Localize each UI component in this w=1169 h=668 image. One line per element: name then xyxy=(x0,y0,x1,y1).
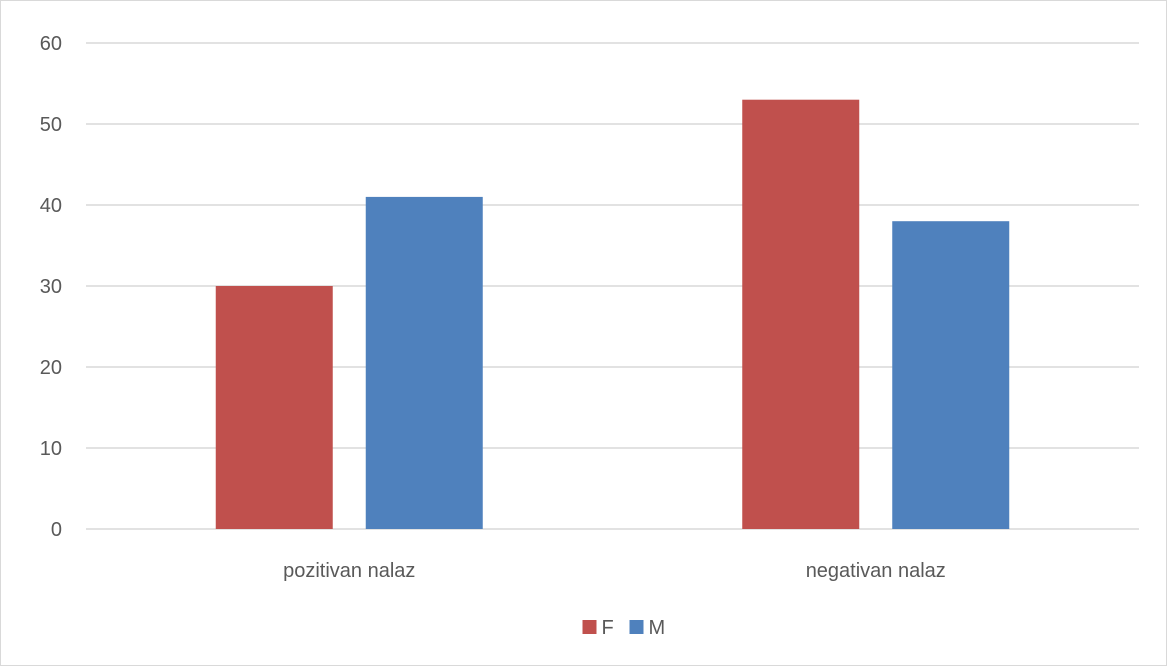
legend-swatch-m xyxy=(629,620,644,634)
bars xyxy=(215,99,1010,529)
bar-f-0 xyxy=(215,286,333,529)
y-axis-ticks: 0 10 20 30 40 50 60 xyxy=(40,33,62,541)
y-tick-label: 60 xyxy=(40,33,62,55)
y-tick-label: 0 xyxy=(51,519,62,541)
bar-m-1 xyxy=(892,221,1010,529)
y-tick-label: 40 xyxy=(40,195,62,217)
bar-m-0 xyxy=(365,196,483,529)
legend-label-f: F xyxy=(602,617,614,639)
x-category-label: pozitivan nalaz xyxy=(283,560,415,582)
legend-label-m: M xyxy=(649,617,666,639)
x-axis-categories: pozitivan nalaz negativan nalaz xyxy=(283,560,946,582)
bar-f-1 xyxy=(742,99,860,529)
y-tick-label: 20 xyxy=(40,357,62,379)
y-tick-label: 10 xyxy=(40,438,62,460)
y-tick-label: 50 xyxy=(40,114,62,136)
y-tick-label: 30 xyxy=(40,276,62,298)
x-category-label: negativan nalaz xyxy=(806,560,946,582)
legend-swatch-f xyxy=(582,620,597,634)
